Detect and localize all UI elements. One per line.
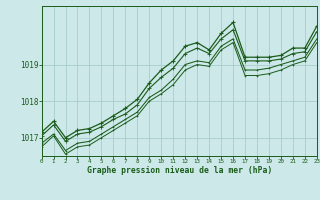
X-axis label: Graphe pression niveau de la mer (hPa): Graphe pression niveau de la mer (hPa) [87,166,272,175]
